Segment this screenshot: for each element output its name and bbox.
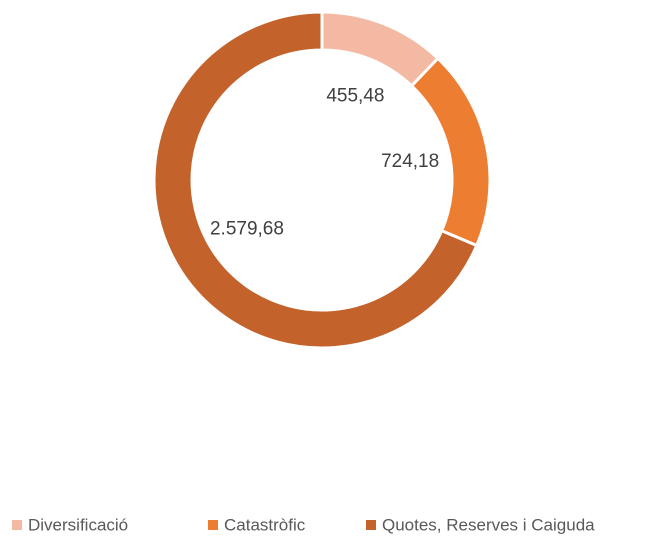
data-label: 455,48 (326, 85, 384, 106)
donut-segment (152, 10, 479, 350)
legend-swatch (12, 520, 22, 530)
data-label: 2.579,68 (210, 219, 284, 240)
legend-swatch (366, 520, 376, 530)
legend-label: Quotes, Reserves i Caiguda (382, 515, 595, 534)
legend-label: Diversificació (28, 515, 128, 534)
data-label: 724,18 (381, 151, 439, 172)
legend-swatch (208, 520, 218, 530)
legend-label: Catastròfic (224, 515, 306, 534)
